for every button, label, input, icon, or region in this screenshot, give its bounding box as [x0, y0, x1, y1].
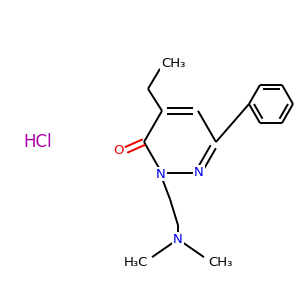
Text: N: N: [156, 168, 166, 181]
Text: HCl: HCl: [24, 133, 52, 151]
Text: N: N: [194, 166, 204, 179]
Text: N: N: [173, 233, 183, 246]
Text: H₃C: H₃C: [124, 256, 148, 269]
Text: CH₃: CH₃: [161, 57, 185, 70]
Text: CH₃: CH₃: [208, 256, 232, 269]
Text: O: O: [113, 145, 123, 158]
